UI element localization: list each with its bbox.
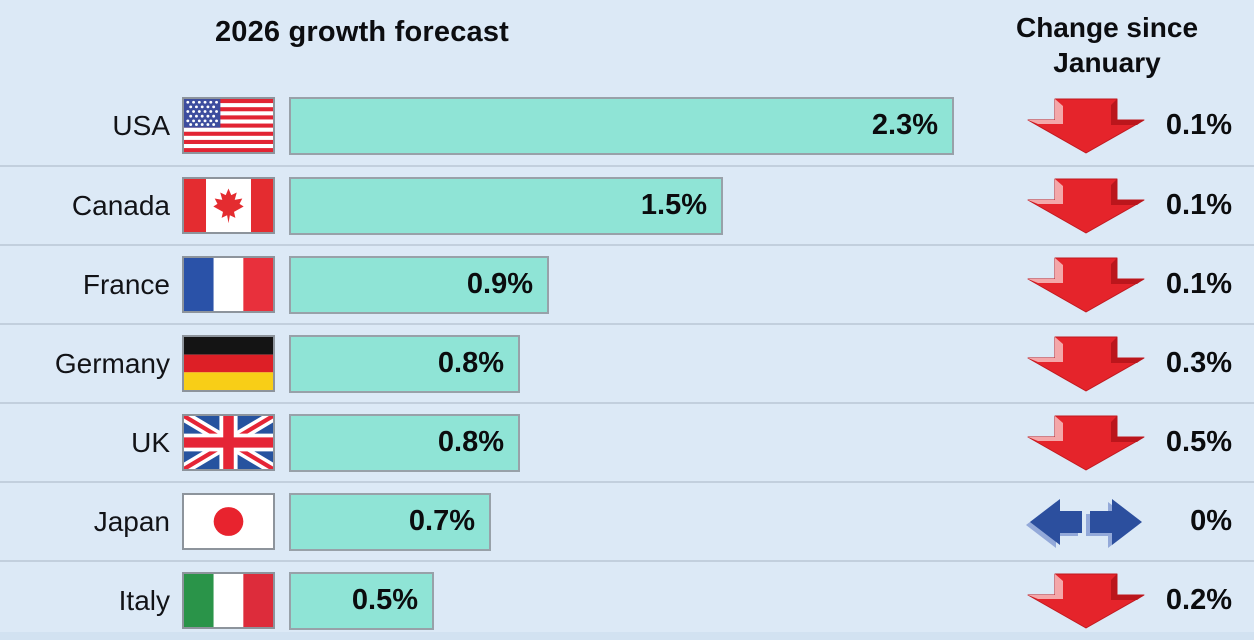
bar-value-label: 0.8% xyxy=(437,347,504,379)
change-value-label: 0.1% xyxy=(1165,268,1232,300)
table-row-usa: USA 2.3 xyxy=(0,86,1254,165)
growth-bar: 0.9% xyxy=(289,255,549,314)
growth-bar: 0.5% xyxy=(289,571,434,630)
change-header-text: Change since January xyxy=(1015,12,1199,78)
uk-flag-icon xyxy=(182,414,275,471)
bottom-edge-strip xyxy=(0,632,1254,640)
growth-bar: 0.8% xyxy=(289,413,520,472)
bar-value-label: 1.5% xyxy=(640,189,707,221)
growth-bar: 0.8% xyxy=(289,334,520,393)
bar-value-label: 2.3% xyxy=(871,109,938,141)
change-value-label: 0.3% xyxy=(1165,347,1232,379)
growth-bar: 1.5% xyxy=(289,176,723,235)
change-value-label: 0% xyxy=(1190,505,1232,537)
canada-flag-icon xyxy=(182,177,275,234)
change-since-january-header: Change since January xyxy=(960,10,1254,80)
red-down-arrow-icon xyxy=(1027,257,1145,312)
table-row-canada: Canada 1.5% xyxy=(0,165,1254,244)
chart-rows: USA 2.3 xyxy=(0,86,1254,639)
table-row-japan: Japan 0.7% 0% xyxy=(0,481,1254,560)
france-flag-icon xyxy=(182,256,275,313)
growth-bar: 0.7% xyxy=(289,492,491,551)
red-down-arrow-icon xyxy=(1027,415,1145,470)
table-row-uk: UK 0.8% xyxy=(0,402,1254,481)
country-label: Japan xyxy=(93,505,170,537)
germany-flag-icon xyxy=(182,335,275,392)
red-down-arrow-icon xyxy=(1027,336,1145,391)
change-value-label: 0.1% xyxy=(1165,109,1232,141)
usa-flag-icon xyxy=(182,97,275,154)
country-label: Canada xyxy=(71,189,170,221)
bar-value-label: 0.8% xyxy=(437,426,504,458)
table-row-germany: Germany 0.8% xyxy=(0,323,1254,402)
bar-value-label: 0.7% xyxy=(408,505,475,537)
italy-flag-icon xyxy=(182,572,275,629)
japan-flag-icon xyxy=(182,493,275,550)
country-label: Germany xyxy=(54,347,170,379)
red-down-arrow-icon xyxy=(1027,98,1145,153)
page-title: 2026 growth forecast xyxy=(214,16,510,48)
table-row-italy: Italy 0.5% xyxy=(0,560,1254,639)
country-label: France xyxy=(82,268,170,300)
country-label: UK xyxy=(131,426,170,458)
growth-bar: 2.3% xyxy=(289,96,954,155)
red-down-arrow-icon xyxy=(1027,178,1145,233)
red-down-arrow-icon xyxy=(1027,573,1145,628)
change-value-label: 0.1% xyxy=(1165,189,1232,221)
country-label: Italy xyxy=(118,584,170,616)
blue-no-change-arrow-icon xyxy=(1026,498,1142,548)
table-row-france: France 0.9% xyxy=(0,244,1254,323)
country-label: USA xyxy=(112,109,170,141)
bar-value-label: 0.5% xyxy=(351,584,418,616)
change-value-label: 0.5% xyxy=(1165,426,1232,458)
change-value-label: 0.2% xyxy=(1165,584,1232,616)
bar-value-label: 0.9% xyxy=(466,268,533,300)
